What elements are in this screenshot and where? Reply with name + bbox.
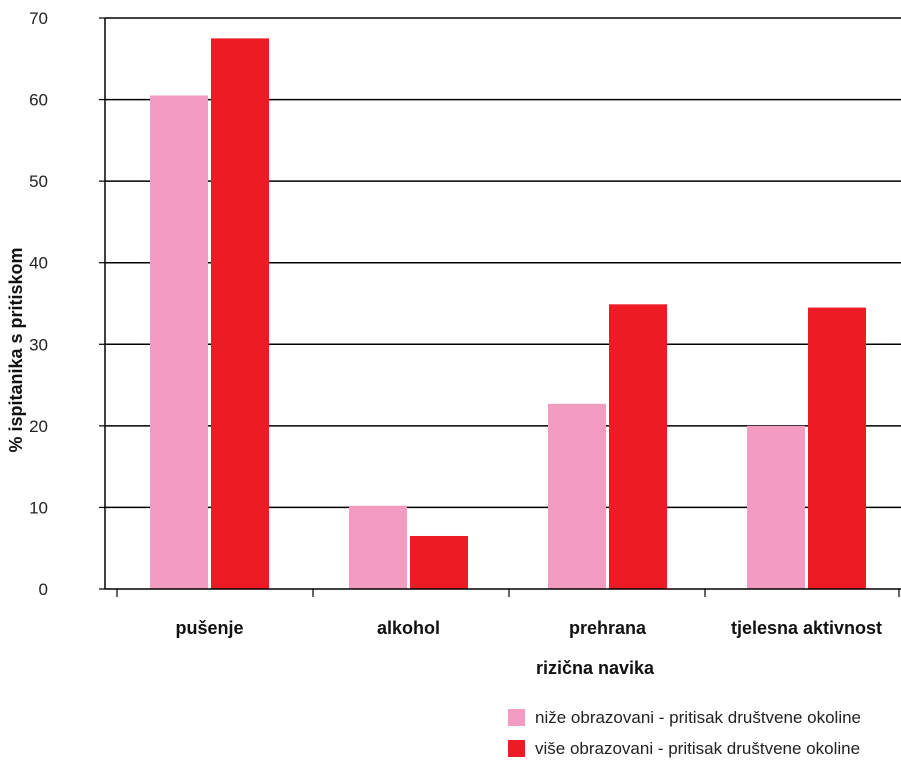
x-tick-label: prehrana: [569, 618, 647, 638]
legend-label: niže obrazovani - pritisak društvene oko…: [535, 707, 862, 727]
legend: niže obrazovani - pritisak društvene oko…: [508, 702, 861, 764]
x-axis-title: rizična navika: [536, 658, 655, 678]
y-tick-label: 30: [29, 335, 48, 354]
bar: [808, 307, 866, 589]
bar: [548, 403, 606, 589]
bars: [150, 38, 866, 589]
y-tick-label: 70: [29, 9, 48, 28]
legend-swatch-lower-educated: [508, 709, 525, 726]
x-tick-label: tjelesna aktivnost: [731, 618, 882, 638]
bar: [410, 535, 468, 589]
tick-labels: 0 10 20 30 40 50 60 70 pušenje alkohol prehrana tje…: [29, 9, 882, 638]
x-tick-label: alkohol: [377, 618, 440, 638]
legend-label: više obrazovani - pritisak društvene oko…: [535, 738, 861, 758]
bar: [211, 38, 269, 589]
y-tick-label: 40: [29, 254, 48, 273]
y-tick-label: 0: [39, 580, 48, 599]
y-tick-label: 10: [29, 498, 48, 517]
axes: [99, 17, 901, 597]
y-tick-label: 50: [29, 172, 48, 191]
x-tick-label: pušenje: [175, 618, 243, 638]
y-axis-title: % ispitanika s pritiskom: [6, 247, 26, 452]
bar: [150, 95, 208, 589]
legend-item: više obrazovani - pritisak društvene oko…: [508, 733, 861, 764]
bar: [747, 425, 805, 589]
legend-item: niže obrazovani - pritisak društvene oko…: [508, 702, 861, 733]
y-tick-label: 20: [29, 417, 48, 436]
bar: [609, 304, 667, 589]
y-tick-label: 60: [29, 91, 48, 110]
legend-swatch-higher-educated: [508, 740, 525, 757]
bar: [349, 505, 407, 589]
